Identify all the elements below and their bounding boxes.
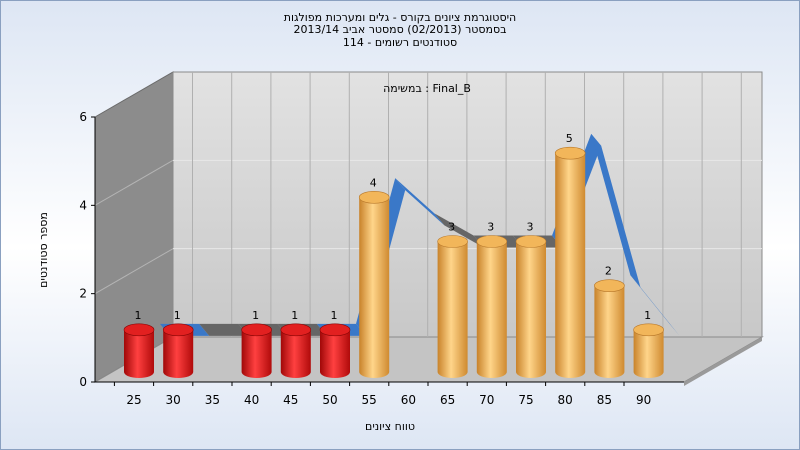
y-tick-label: 4 [79,198,87,212]
bar-body [555,153,586,378]
bar-body [241,329,272,378]
bar-top [358,191,390,204]
x-tick-label: 65 [440,393,455,407]
x-tick-label: 25 [126,393,141,407]
bar-top [319,323,351,337]
bar-value-label: 1 [291,309,298,322]
bar-top [633,323,664,337]
bar-top [241,323,272,337]
grid-line-side [94,248,174,295]
x-tick-label: 90 [636,393,651,407]
bar-top [280,323,312,337]
x-tick-label: 85 [597,393,612,407]
bar-value-label: 2 [605,265,612,278]
x-tick-label: 70 [479,393,494,407]
trend-ribbon-segment [199,323,249,336]
histogram-bar [241,323,272,378]
bar-value-label: 1 [174,309,181,322]
bar-top [162,323,194,337]
trend-ribbon-segment [395,178,445,226]
grid-line-side [94,159,174,206]
bar-value-label: 1 [331,309,338,322]
histogram-bar [633,323,664,378]
bar-top [476,235,508,248]
bar-body [516,241,546,378]
histogram-bar [123,323,155,378]
chart-title-line-3: סטודנטים רשומים - 114 [342,36,458,49]
bar-value-label: 3 [448,221,455,234]
bar-body [359,197,390,378]
trend-ribbon-segment [591,133,641,288]
x-tick-label: 35 [205,393,220,407]
x-tick-label: 80 [558,393,573,407]
chart-subtitle: במשימה : Final_B [383,82,471,95]
x-tick-label: 75 [518,393,533,407]
bar-top [123,323,155,337]
chart-title-line-1: היסטוגרמת ציונים בקורס - גלים ומערכות מפ… [283,11,517,24]
trend-ribbon-segment [434,213,484,248]
histogram-bar [515,235,547,378]
trend-ribbon-segment [630,275,680,336]
histogram-bar [476,235,508,378]
bar-body [280,329,311,378]
x-axis-title: טווח ציונים [365,420,415,433]
y-tick-label: 0 [79,375,87,389]
x-tick-label: 45 [283,393,298,407]
histogram-bar [358,191,390,378]
bar-body [320,329,350,378]
bar-body [476,241,507,378]
y-axis-title: מספר סטודנטים [37,212,50,288]
floor-edge [684,337,762,386]
bar-body [633,329,664,378]
y-tick-label: 6 [79,110,87,124]
bar-value-label: 3 [487,221,494,234]
x-tick-label: 50 [322,393,337,407]
bar-value-label: 1 [252,309,259,322]
histogram-bar [280,323,312,378]
bar-top [554,146,586,160]
bar-value-label: 1 [135,309,142,322]
y-tick-label: 2 [79,287,87,301]
histogram-bar [554,146,586,378]
bar-body [124,329,154,378]
bar-value-label: 3 [527,221,534,234]
bar-body [163,329,194,378]
histogram-bar [162,323,194,378]
x-tick-label: 60 [401,393,416,407]
bar-top [437,235,468,248]
x-tick-label: 40 [244,393,259,407]
bar-top [594,279,625,292]
chart-title-line-2: בסמסטר (02/2013) סמסטר אביב 2013/14 [293,23,507,36]
bar-top [515,235,547,248]
x-tick-label: 30 [166,393,181,407]
bar-value-label: 5 [566,132,573,145]
bar-body [594,285,625,378]
bar-body [437,241,468,378]
bar-value-label: 4 [370,176,377,189]
histogram-bar [594,279,625,378]
x-tick-label: 55 [362,393,377,407]
histogram-bar [319,323,351,378]
histogram-bar [437,235,468,378]
bar-value-label: 1 [644,309,651,322]
